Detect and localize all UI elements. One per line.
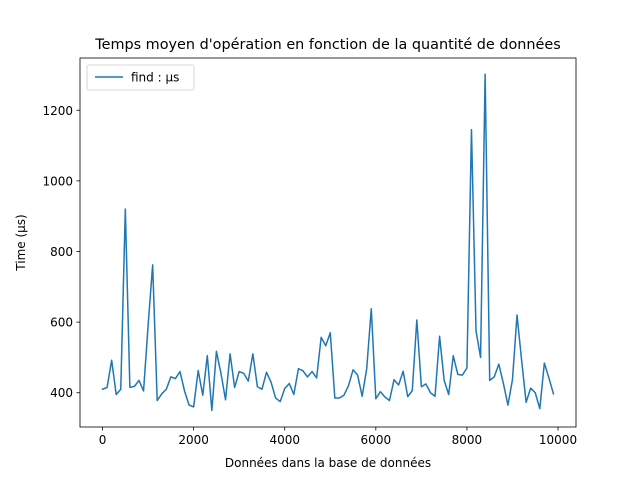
y-axis-ticks: 400 600 800 1000 1200: [42, 104, 80, 400]
series-line-find: [101, 73, 555, 412]
x-tick-label: 8000: [452, 433, 483, 447]
plot-area: [101, 73, 555, 412]
x-tick-label: 10000: [539, 433, 577, 447]
legend-box: [86, 64, 195, 91]
y-tick-label: 400: [50, 386, 73, 400]
y-axis-label: Time (µs): [14, 214, 28, 271]
legend-entry-label: find : µs: [131, 71, 179, 85]
x-axis-label: Données dans la base de données: [225, 456, 431, 470]
axes-frame: [79, 57, 577, 428]
y-tick-label: 600: [50, 316, 73, 330]
y-tick-label: 800: [50, 245, 73, 259]
x-tick-label: 2000: [178, 433, 209, 447]
legend: find : µs: [86, 64, 195, 91]
x-tick-label: 0: [99, 433, 107, 447]
x-axis-ticks: 0 2000 4000 6000 8000 10000: [99, 427, 577, 447]
y-tick-label: 1200: [42, 104, 73, 118]
x-tick-label: 4000: [269, 433, 300, 447]
x-tick-label: 6000: [361, 433, 392, 447]
y-tick-label: 1000: [42, 174, 73, 188]
chart-title: Temps moyen d'opération en fonction de l…: [94, 37, 560, 53]
